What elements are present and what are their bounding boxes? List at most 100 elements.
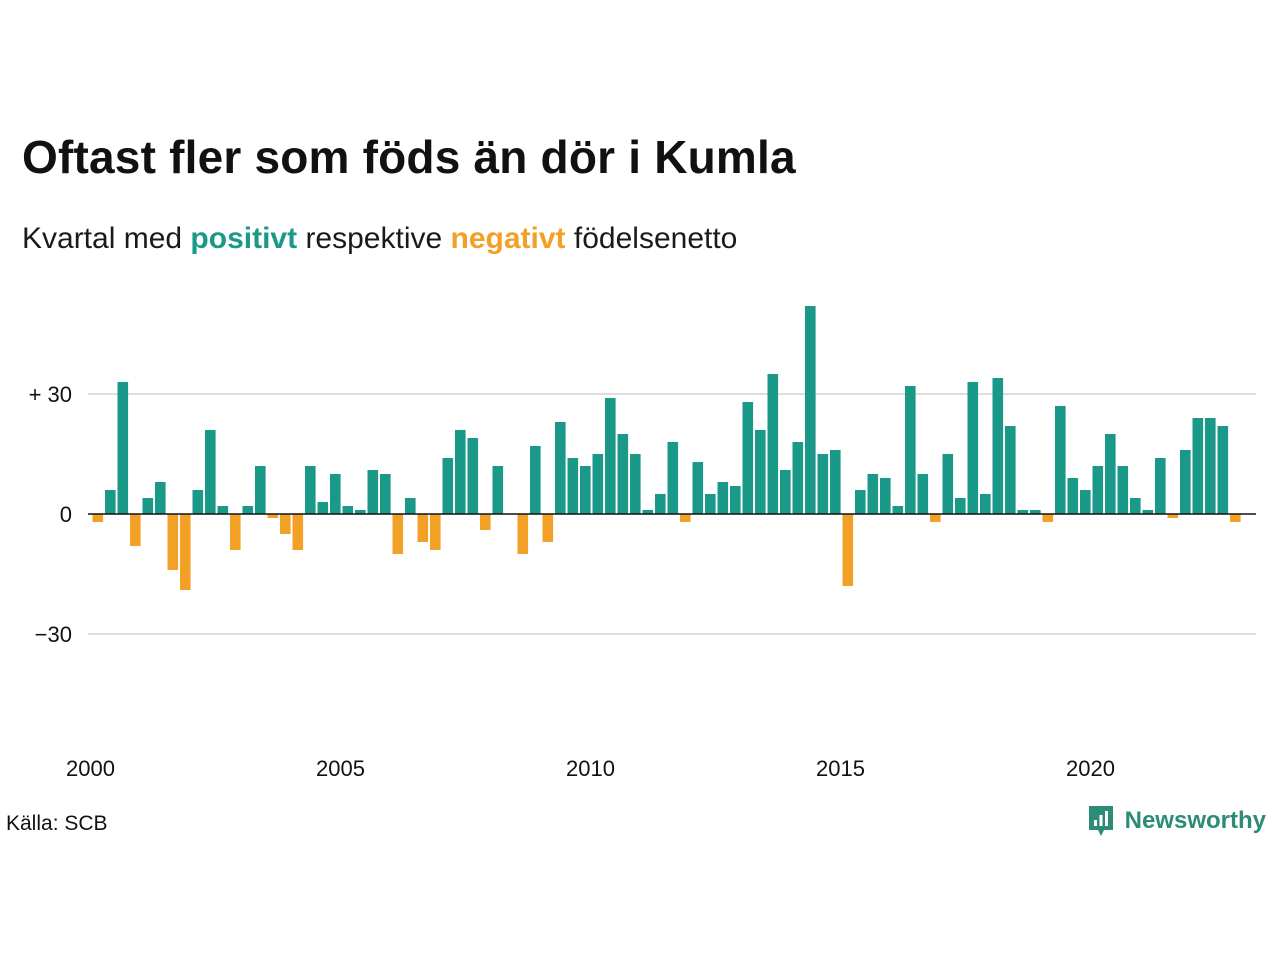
bar-positive [1142, 510, 1154, 514]
x-tick-label: 2015 [816, 756, 865, 781]
bar-negative [842, 514, 854, 586]
bar-negative [267, 514, 279, 518]
bar-negative [292, 514, 304, 550]
chart-title: Oftast fler som föds än dör i Kumla [22, 131, 796, 183]
bar-negative [130, 514, 141, 546]
bar-positive [755, 430, 766, 514]
bar-positive [342, 506, 354, 514]
bar-negative [92, 514, 104, 522]
bar-positive [1092, 466, 1104, 514]
bar-positive [355, 510, 366, 514]
bar-positive [867, 474, 879, 514]
bar-positive [380, 474, 391, 514]
bar-positive [855, 490, 866, 514]
bar-positive [580, 466, 591, 514]
bar-positive [567, 458, 579, 514]
bar-positive [805, 306, 816, 514]
bar-positive [717, 482, 729, 514]
bar-positive [955, 498, 966, 514]
bar-negative [417, 514, 429, 542]
bar-positive [1205, 418, 1216, 514]
bar-negative [480, 514, 491, 530]
bar-positive [192, 490, 204, 514]
bar-positive [830, 450, 841, 514]
bar-positive [980, 494, 991, 514]
bar-positive [780, 470, 791, 514]
source-note: Källa: SCB [6, 812, 108, 835]
bar-positive [1105, 434, 1116, 514]
subtitle-suffix: födelsenetto [573, 222, 738, 255]
bar-positive [205, 430, 216, 514]
bar-positive [967, 382, 979, 514]
bar-positive [555, 422, 566, 514]
bar-negative [1167, 514, 1179, 518]
bar-positive [1180, 450, 1191, 514]
bar-positive [1217, 426, 1229, 514]
bar-positive [1067, 478, 1079, 514]
bar-positive [742, 402, 754, 514]
bar-positive [317, 502, 329, 514]
bar-positive [1017, 510, 1029, 514]
bar-negative [167, 514, 179, 570]
y-tick-label: 0 [60, 502, 72, 527]
newsworthy-logo-icon [1088, 806, 1113, 836]
x-tick-label: 2005 [316, 756, 365, 781]
bar-positive [992, 378, 1004, 514]
bar-positive [880, 478, 891, 514]
bar-positive [942, 454, 954, 514]
bar-chart: + 30 0 −30 2000 2005 2010 2015 2020 [29, 306, 1256, 781]
bar-positive [705, 494, 716, 514]
bar-negative [430, 514, 441, 550]
bar-positive [530, 446, 541, 514]
y-tick-label: −30 [35, 622, 72, 647]
bar-positive [1130, 498, 1141, 514]
bar-positive [242, 506, 254, 514]
bars [92, 306, 1241, 590]
brand-name: Newsworthy [1124, 807, 1266, 834]
bar-positive [730, 486, 741, 514]
bar-positive [1080, 490, 1091, 514]
bar-positive [455, 430, 466, 514]
bar-positive [630, 454, 641, 514]
bar-positive [905, 386, 916, 514]
bar-negative [1042, 514, 1054, 522]
bar-positive [142, 498, 154, 514]
bar-negative [542, 514, 554, 542]
bar-positive [792, 442, 804, 514]
bar-positive [692, 462, 704, 514]
subtitle-middle: respektive [305, 222, 443, 255]
bar-negative [392, 514, 404, 554]
bar-positive [217, 506, 229, 514]
grid-lines [88, 393, 1256, 635]
bar-positive [305, 466, 316, 514]
bar-positive [467, 438, 479, 514]
bar-negative [180, 514, 191, 590]
bar-positive [892, 506, 904, 514]
bar-positive [1192, 418, 1204, 514]
bar-positive [1055, 406, 1066, 514]
subtitle-prefix: Kvartal med [22, 222, 183, 255]
bar-positive [592, 454, 604, 514]
bar-positive [667, 442, 679, 514]
x-tick-label: 2020 [1066, 756, 1115, 781]
bar-negative [930, 514, 941, 522]
bar-negative [280, 514, 291, 534]
bar-positive [442, 458, 454, 514]
bar-positive [117, 382, 129, 514]
bar-positive [367, 470, 379, 514]
subtitle-positive: positivt [190, 222, 298, 255]
bar-positive [492, 466, 504, 514]
x-tick-label: 2000 [66, 756, 115, 781]
brand-logo: Newsworthy [1087, 804, 1266, 838]
bar-positive [255, 466, 266, 514]
bar-positive [617, 434, 629, 514]
bar-positive [767, 374, 779, 514]
bar-positive [1117, 466, 1129, 514]
axes: + 30 0 −30 2000 2005 2010 2015 2020 [29, 382, 1256, 781]
bar-positive [1030, 510, 1041, 514]
x-tick-label: 2010 [566, 756, 615, 781]
bar-negative [230, 514, 241, 550]
chart-subtitle: Kvartal med positivt respektive negativt… [22, 222, 737, 256]
bar-positive [655, 494, 666, 514]
bar-positive [330, 474, 341, 514]
